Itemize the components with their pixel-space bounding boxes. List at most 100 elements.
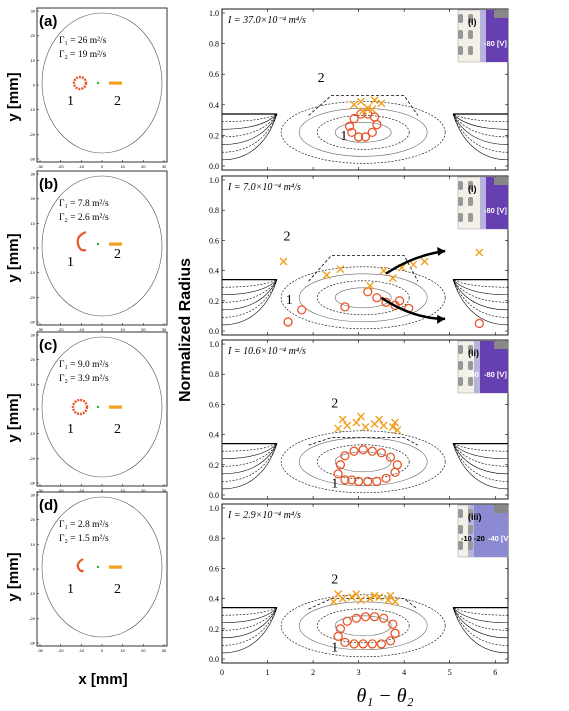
contour-line: [280, 101, 446, 164]
vortex2-point: [391, 597, 400, 606]
left-xtick: 20: [141, 164, 146, 169]
right-panel-0: 0.0 0.2 0.4 0.6 0.8 1.0 I = 37.0×10⁻⁴ m⁴/s (i) -…: [209, 8, 509, 171]
vortex2-boundary: [308, 598, 419, 610]
left-ytick: 30: [31, 172, 36, 177]
contour-line: [221, 443, 278, 460]
right-ytick: 0.8: [209, 206, 219, 215]
right-xtick: 1: [266, 668, 270, 677]
left-ytick: 0: [33, 407, 36, 412]
panel-letter: (b): [39, 176, 58, 193]
vortex2-point: [279, 257, 288, 266]
vortex1-point: [297, 305, 307, 315]
vortex2-point: [366, 281, 375, 290]
left-ytick: 10: [31, 58, 36, 63]
left-ytick: -10: [29, 431, 36, 436]
left-xtick: -30: [37, 327, 44, 332]
arrow-head: [437, 314, 446, 324]
inset-gradient: [480, 177, 486, 229]
vortex2-point: [375, 593, 384, 602]
left-xtick: 20: [141, 648, 146, 653]
left-ytick: -20: [29, 295, 36, 300]
vortex2-label: 2: [114, 422, 121, 437]
left-xtick: -20: [58, 648, 65, 653]
inset-electrode: [494, 341, 508, 349]
left-ytick: 10: [31, 542, 36, 547]
vortex2-point: [386, 591, 395, 600]
contour-line: [452, 443, 509, 460]
vortex1-point: [283, 317, 293, 327]
vortex1-point: [358, 639, 368, 649]
vortex1-label: 1: [67, 94, 74, 109]
vortex1-point: [342, 616, 352, 626]
left-ylabel-c: y [mm]: [5, 393, 22, 442]
left-xtick: -10: [78, 327, 85, 332]
panel-letter: (a): [39, 13, 57, 30]
gamma1-label: Γ₁ = 9.0 m²/s: [59, 360, 109, 370]
left-ytick: 20: [31, 33, 36, 38]
left-xtick: 0: [101, 488, 104, 493]
vortex2-point: [322, 271, 331, 280]
intensity-label: I = 2.9×10⁻⁴ m⁴/s: [227, 510, 301, 521]
contour-line: [452, 113, 509, 122]
left-xtick: 0: [101, 648, 104, 653]
arrow-head: [437, 246, 446, 256]
left-xtick: 10: [120, 488, 125, 493]
inset-voltage-label: -40 [V]: [488, 534, 511, 543]
vortex1-point: [390, 628, 400, 638]
left-xtick: -10: [78, 648, 85, 653]
streamline-contours: [221, 95, 509, 164]
left-xtick: -30: [37, 648, 44, 653]
vortex2-point: [375, 415, 384, 424]
inset-voltage-label: -80 [V]: [484, 206, 507, 215]
gamma2-label: Γ₂ = 2.6 m²/s: [59, 213, 109, 223]
vortex1-blob: [71, 398, 89, 416]
contour-line: [452, 607, 509, 639]
vortex1-point: [347, 127, 357, 137]
left-panel-frame: [36, 491, 168, 647]
gamma1-label: Γ₁ = 26 m²/s: [59, 36, 107, 46]
vortex2-point: [347, 593, 356, 602]
potential-inset: (i) -80 [V]: [457, 9, 509, 63]
left-ytick: -20: [29, 616, 36, 621]
vortex1-point: [388, 619, 398, 629]
inset-tag: (ii): [468, 348, 479, 358]
inset-electrode: [468, 345, 473, 354]
vortex1-point: [335, 460, 346, 470]
vortex1-point: [344, 121, 355, 131]
vortex1-label: 1: [331, 476, 338, 491]
vortex1-label: 1: [67, 422, 74, 437]
right-panels: 0.0 0.2 0.4 0.6 0.8 1.0 I = 37.0×10⁻⁴ m⁴/s (i) -…: [209, 8, 511, 677]
right-xtick: 2: [311, 668, 315, 677]
contour-line: [221, 113, 278, 138]
left-xtick: -10: [78, 164, 85, 169]
potential-inset: (ii) -40 -80 [V]: [457, 340, 509, 394]
right-ytick: 0.6: [209, 70, 219, 79]
vortex2-boundary: [308, 437, 419, 446]
vortex1-point: [474, 318, 484, 329]
inset-tag: (i): [468, 17, 477, 27]
vortex2-point: [409, 260, 418, 269]
vortex1-point: [353, 476, 364, 487]
gamma2-label: Γ₂ = 1.5 m²/s: [59, 534, 109, 544]
inset-electrode: [468, 525, 473, 534]
contour-line: [452, 113, 509, 130]
contour-line: [221, 443, 278, 452]
vortex1-point: [353, 132, 364, 142]
vortex2-point: [388, 423, 397, 432]
left-xtick: 10: [120, 648, 125, 653]
right-ytick: 0.2: [209, 297, 219, 306]
vortex2-label: 2: [283, 229, 290, 244]
right-panel-3: 0.0 0.2 0.4 0.6 0.8 1.0 0 1 2 3 4 5 6 I = 2.9×10⁻⁴ m⁴…: [209, 503, 511, 677]
inset-electrode: [458, 345, 463, 354]
left-xtick: -20: [58, 488, 65, 493]
left-ytick: -10: [29, 591, 36, 596]
right-ytick: 0.6: [209, 236, 219, 245]
left-xtick: -10: [78, 488, 85, 493]
right-ylabel: Normalized Radius: [177, 258, 194, 402]
vortex2-point: [366, 594, 375, 603]
motion-arrows: [380, 246, 446, 324]
contour-line: [298, 108, 428, 157]
inset-electrode: [468, 30, 473, 39]
vortex1-point: [372, 476, 382, 487]
vortex2-point: [350, 100, 359, 109]
